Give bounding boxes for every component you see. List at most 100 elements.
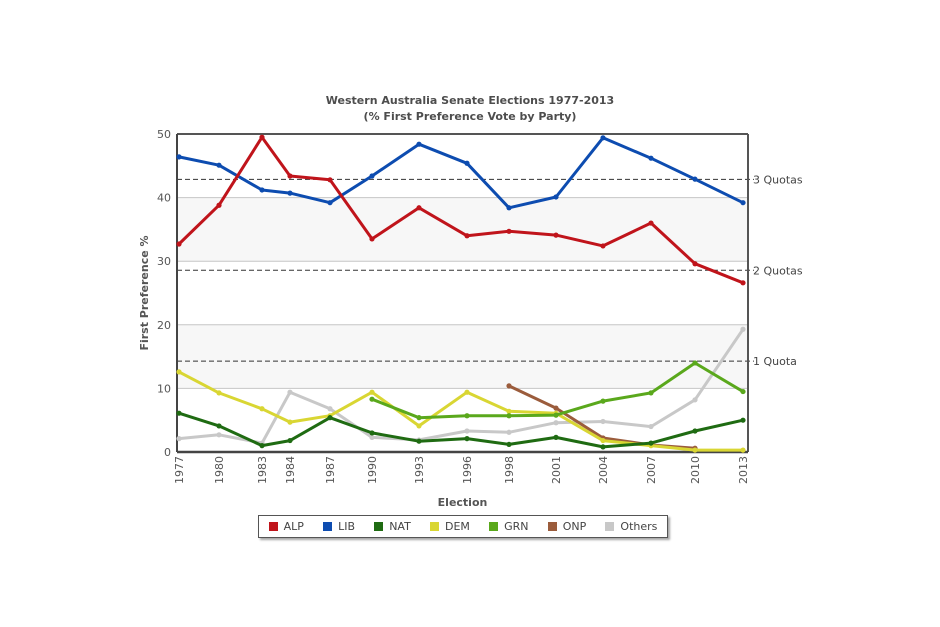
data-point[interactable] [369,396,375,402]
data-point[interactable] [369,389,375,395]
data-point[interactable] [740,388,746,395]
data-point[interactable] [327,200,333,206]
data-point[interactable] [287,419,293,425]
data-point[interactable] [600,418,606,425]
data-point[interactable] [216,162,222,168]
legend: ALP LIB NAT DEM GRN ONP Others [258,515,668,538]
data-point[interactable] [692,428,698,434]
data-point[interactable] [287,437,293,444]
data-point[interactable] [464,428,470,434]
data-point[interactable] [506,228,512,234]
data-point[interactable] [259,443,265,449]
legend-item-dem[interactable]: DEM [430,520,470,533]
data-point[interactable] [259,134,265,140]
data-point[interactable] [600,135,606,141]
series-others[interactable] [176,326,746,446]
data-point[interactable] [176,410,182,416]
legend-swatch-icon [430,522,439,531]
data-point[interactable] [600,243,606,249]
data-point[interactable] [692,261,698,267]
x-tick-label: 2004 [597,456,610,484]
legend-item-lib[interactable]: LIB [323,520,355,533]
data-point[interactable] [506,383,512,389]
data-point[interactable] [600,444,606,450]
data-point[interactable] [464,436,470,442]
x-tick-label: 2007 [645,456,658,484]
data-point[interactable] [740,417,746,423]
data-point[interactable] [369,173,375,179]
data-point[interactable] [327,177,333,183]
data-point[interactable] [369,236,375,242]
x-axis-label: Election [438,496,488,509]
data-point[interactable] [553,405,559,411]
data-point[interactable] [692,447,698,453]
data-point[interactable] [553,194,559,200]
legend-item-nat[interactable]: NAT [374,520,411,533]
data-point[interactable] [648,220,654,226]
legend-label: LIB [338,520,355,533]
x-tick-label: 1996 [461,456,474,484]
data-point[interactable] [369,434,375,440]
legend-item-others[interactable]: Others [605,520,657,533]
series-grn[interactable] [369,360,746,421]
data-point[interactable] [416,205,422,211]
data-point[interactable] [464,389,470,395]
legend-swatch-icon [268,522,278,531]
data-point[interactable] [692,397,698,403]
data-point[interactable] [327,406,333,412]
data-point[interactable] [216,202,222,208]
data-point[interactable] [553,412,559,418]
data-point[interactable] [648,155,654,161]
data-point[interactable] [176,241,182,247]
data-point[interactable] [216,423,222,429]
data-point[interactable] [553,434,559,440]
data-point[interactable] [740,200,746,206]
data-point[interactable] [506,408,512,414]
data-point[interactable] [553,232,559,238]
data-point[interactable] [553,420,559,426]
legend-swatch-icon [489,522,499,531]
data-point[interactable] [740,326,746,332]
data-point[interactable] [259,187,265,193]
series-nat[interactable] [176,410,746,450]
data-point[interactable] [416,423,422,429]
data-point[interactable] [416,141,422,147]
data-point[interactable] [216,390,222,396]
y-tick-label: 50 [157,128,171,141]
data-point[interactable] [506,413,512,419]
data-point[interactable] [259,406,265,412]
legend-item-onp[interactable]: ONP [547,520,586,533]
data-point[interactable] [176,369,182,375]
data-point[interactable] [648,440,654,446]
data-point[interactable] [506,441,512,447]
data-point[interactable] [600,398,606,404]
data-point[interactable] [464,233,470,239]
data-point[interactable] [464,160,470,166]
data-point[interactable] [740,447,746,453]
data-point[interactable] [692,360,698,366]
data-point[interactable] [464,413,470,419]
data-point[interactable] [416,438,422,444]
data-point[interactable] [416,415,422,421]
data-point[interactable] [287,190,293,196]
data-point[interactable] [506,429,512,435]
data-point[interactable] [216,432,222,438]
data-point[interactable] [369,430,375,436]
data-point[interactable] [327,415,333,421]
data-point[interactable] [740,280,746,286]
data-point[interactable] [287,173,293,179]
data-point[interactable] [176,436,182,442]
series-alp[interactable] [176,134,746,286]
legend-item-alp[interactable]: ALP [268,520,304,533]
data-point[interactable] [600,437,606,444]
x-tick-label: 2013 [737,456,750,484]
data-point[interactable] [287,389,293,395]
legend-item-grn[interactable]: GRN [489,520,529,533]
data-point[interactable] [648,423,654,430]
series-lib[interactable] [176,135,746,211]
data-point[interactable] [648,390,654,396]
data-point[interactable] [176,154,182,160]
data-point[interactable] [692,176,698,182]
data-point[interactable] [506,205,512,211]
